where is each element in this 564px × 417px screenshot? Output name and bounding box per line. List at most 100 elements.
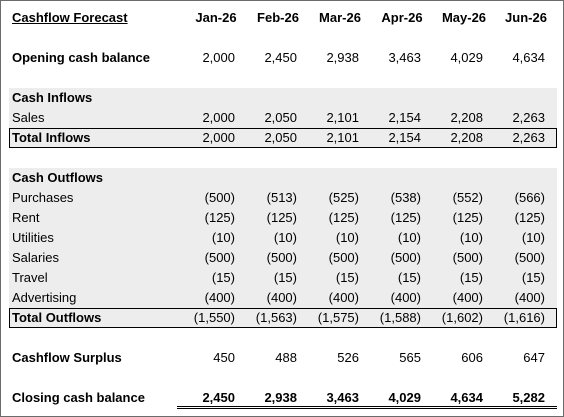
value-cell: (10)	[335, 230, 359, 245]
value-cell: 2,101	[326, 130, 359, 145]
value-cell: (125)	[266, 210, 297, 225]
value-cell: (400)	[204, 290, 235, 305]
value-cell: (513)	[266, 190, 297, 205]
section-heading: Cash Outflows	[12, 170, 104, 185]
row-label: Closing cash balance	[12, 390, 145, 405]
value-cell: (10)	[521, 230, 545, 245]
value-cell: (400)	[266, 290, 297, 305]
row-label: Opening cash balance	[12, 50, 150, 65]
value-cell: (125)	[452, 210, 483, 225]
value-cell: 3,463	[326, 390, 359, 405]
row-label: Sales	[12, 110, 45, 125]
row-label: Total Inflows	[12, 130, 91, 145]
sheet-title: Cashflow Forecast	[12, 10, 128, 25]
value-cell: (1,602)	[441, 310, 483, 325]
value-cell: 4,634	[450, 390, 483, 405]
value-cell: (10)	[397, 230, 421, 245]
row-label: Purchases	[12, 190, 74, 205]
value-cell: (552)	[452, 190, 483, 205]
value-cell: 2,938	[264, 390, 297, 405]
row-label: Rent	[12, 210, 40, 225]
table-row: Sales 2,000 2,050 2,101 2,154 2,208 2,26…	[9, 108, 557, 128]
value-cell: 2,208	[450, 130, 483, 145]
value-cell: (500)	[204, 250, 235, 265]
value-cell: (400)	[514, 290, 545, 305]
total-outflows-row: Total Outflows (1,550) (1,563) (1,575) (…	[9, 308, 557, 328]
month-header: Apr-26	[381, 10, 423, 25]
double-underline	[177, 406, 557, 409]
total-inflows-row: Total Inflows 2,000 2,050 2,101 2,154 2,…	[9, 128, 557, 148]
value-cell: 2,450	[264, 50, 297, 65]
value-cell: (15)	[459, 270, 483, 285]
month-header: Feb-26	[257, 10, 299, 25]
value-cell: (500)	[266, 250, 297, 265]
value-cell: (400)	[390, 290, 421, 305]
value-cell: 5,282	[512, 390, 545, 405]
value-cell: 2,450	[202, 390, 235, 405]
cash-outflows-heading: Cash Outflows	[9, 168, 557, 188]
value-cell: 2,050	[264, 110, 297, 125]
value-cell: (15)	[397, 270, 421, 285]
value-cell: (10)	[211, 230, 235, 245]
section-heading: Cash Inflows	[12, 90, 93, 105]
row-label: Salaries	[12, 250, 59, 265]
value-cell: (1,563)	[255, 310, 297, 325]
table-row: Travel (15) (15) (15) (15) (15) (15)	[9, 268, 557, 288]
table-row: Advertising (400) (400) (400) (400) (400…	[9, 288, 557, 308]
cash-inflows-heading: Cash Inflows	[9, 88, 557, 108]
value-cell: 4,029	[388, 390, 421, 405]
value-cell: 2,938	[326, 50, 359, 65]
value-cell: (500)	[390, 250, 421, 265]
value-cell: (125)	[328, 210, 359, 225]
value-cell: 2,000	[202, 130, 235, 145]
value-cell: 2,154	[388, 130, 421, 145]
table-row: Salaries (500) (500) (500) (500) (500) (…	[9, 248, 557, 268]
row-label: Advertising	[12, 290, 77, 305]
month-header: May-26	[441, 10, 487, 25]
value-cell: 565	[399, 350, 421, 365]
month-header: Jan-26	[195, 10, 237, 25]
value-cell: (125)	[514, 210, 545, 225]
value-cell: (500)	[514, 250, 545, 265]
value-cell: (1,588)	[379, 310, 421, 325]
value-cell: 2,154	[388, 110, 421, 125]
value-cell: (538)	[390, 190, 421, 205]
value-cell: (500)	[204, 190, 235, 205]
value-cell: 2,000	[202, 110, 235, 125]
value-cell: 2,263	[512, 130, 545, 145]
value-cell: (1,550)	[193, 310, 235, 325]
month-header: Jun-26	[505, 10, 547, 25]
value-cell: (10)	[459, 230, 483, 245]
row-label: Utilities	[12, 230, 54, 245]
value-cell: (500)	[452, 250, 483, 265]
header-row: Cashflow Forecast Jan-26 Feb-26 Mar-26 A…	[9, 8, 557, 28]
value-cell: (525)	[328, 190, 359, 205]
month-header: Mar-26	[319, 10, 361, 25]
value-cell: (566)	[514, 190, 545, 205]
value-cell: (15)	[273, 270, 297, 285]
value-cell: (1,575)	[317, 310, 359, 325]
cashflow-surplus-row: Cashflow Surplus 450 488 526 565 606 647	[9, 348, 557, 368]
value-cell: (1,616)	[503, 310, 545, 325]
value-cell: (400)	[328, 290, 359, 305]
value-cell: 450	[213, 350, 235, 365]
value-cell: 4,029	[450, 50, 483, 65]
row-label: Cashflow Surplus	[12, 350, 122, 365]
opening-balance-row: Opening cash balance 2,000 2,450 2,938 3…	[9, 48, 557, 68]
closing-balance-row: Closing cash balance 2,450 2,938 3,463 4…	[9, 388, 557, 408]
value-cell: 2,263	[512, 110, 545, 125]
value-cell: 526	[337, 350, 359, 365]
row-label: Total Outflows	[12, 310, 102, 325]
value-cell: (10)	[273, 230, 297, 245]
value-cell: (500)	[328, 250, 359, 265]
value-cell: 4,634	[512, 50, 545, 65]
value-cell: 2,101	[326, 110, 359, 125]
value-cell: (15)	[521, 270, 545, 285]
value-cell: 606	[461, 350, 483, 365]
value-cell: 488	[275, 350, 297, 365]
value-cell: 2,050	[264, 130, 297, 145]
value-cell: (15)	[335, 270, 359, 285]
value-cell: (15)	[211, 270, 235, 285]
row-label: Travel	[12, 270, 48, 285]
